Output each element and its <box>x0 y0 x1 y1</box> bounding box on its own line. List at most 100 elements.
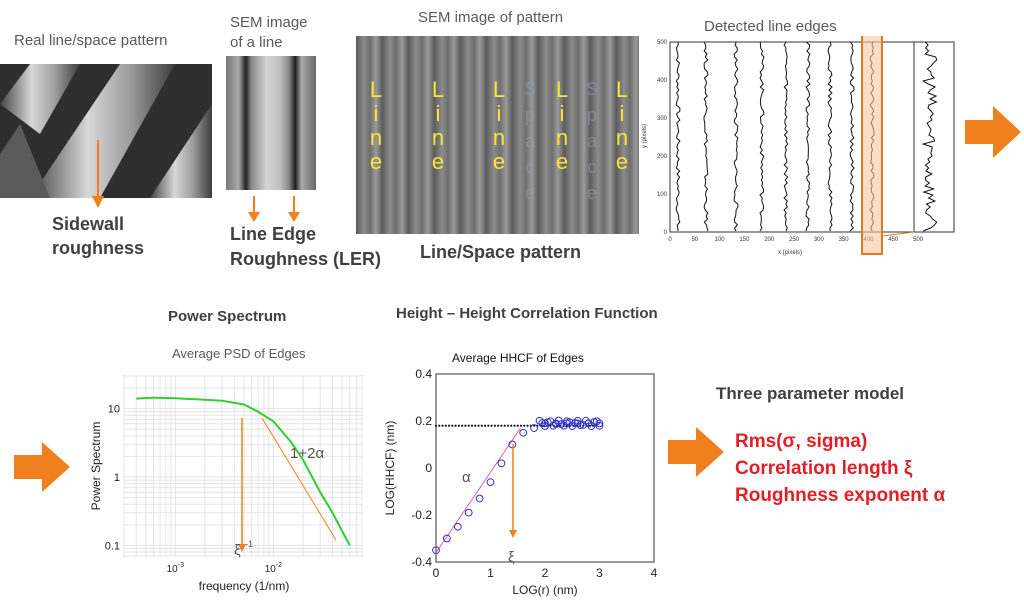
hhcf-plateau-dot <box>457 424 460 427</box>
psd-xi-sup: -1 <box>245 539 253 549</box>
hhcf-xtick: 4 <box>651 566 658 580</box>
edges-xtick: 100 <box>715 237 726 243</box>
hhcf-point <box>579 421 588 429</box>
hhcf-ytick: -0.4 <box>411 555 432 569</box>
sem-letter: L <box>369 77 383 102</box>
sem-space-letter: a <box>586 131 597 151</box>
hhcf-plateau-dot <box>510 424 513 427</box>
hhcf-plateau-dot <box>493 424 496 427</box>
model-item-rms: Rms(σ, sigma) <box>735 431 868 452</box>
psd-xtick: 10-3 <box>167 562 184 575</box>
hhcf-xtick: 3 <box>596 566 603 580</box>
hhcf-point <box>464 508 473 517</box>
sem-space-letter: c <box>525 157 535 177</box>
psd-ytick: 10 <box>108 404 120 416</box>
sem-letter: n <box>555 125 569 150</box>
sem-letter: n <box>431 125 445 150</box>
hhcf-plateau-dot <box>519 424 523 427</box>
sem-letter: e <box>431 149 445 174</box>
hhcf-plateau-dot <box>441 424 444 427</box>
line-space-label: Line/Space pattern <box>420 242 582 262</box>
edges-ytick: 400 <box>657 78 668 84</box>
sem-letter: i <box>619 101 625 126</box>
sem-space-letter: e <box>524 183 535 203</box>
hhcf-point <box>486 478 495 486</box>
hhcf-plateau-dot <box>487 424 490 427</box>
detected-edge-line <box>703 41 709 232</box>
hhcf-point <box>565 418 574 427</box>
detected-edge-line <box>733 41 739 232</box>
sem-letter: e <box>492 149 506 174</box>
edges-ytick: 100 <box>657 192 668 198</box>
edges-xtick: 50 <box>691 237 698 243</box>
sem-letter: e <box>369 149 383 174</box>
psd-slope-line <box>261 417 337 541</box>
hhcf-point <box>535 416 544 425</box>
detected-edge-line <box>675 41 681 232</box>
sem-line-image <box>226 56 316 190</box>
hhcf-ytick: 0.2 <box>415 414 432 428</box>
hhcf-plateau-dot <box>447 424 451 427</box>
edges-ytick: 500 <box>657 40 668 46</box>
edges-ylabel: y (pixels) <box>642 124 648 148</box>
hhcf-plateau-dot <box>513 424 516 427</box>
hhcf-point <box>432 546 440 555</box>
psd-series-line <box>136 396 351 546</box>
hhcf-title: Average HHCF of Edges <box>452 351 584 365</box>
hhcf-point <box>497 459 506 468</box>
hhcf-xi-label: ξ <box>508 549 515 566</box>
psd-title: Average PSD of Edges <box>172 346 306 361</box>
edges-xtick: 450 <box>888 237 899 243</box>
hhcf-point <box>587 422 596 431</box>
sem-letter: n <box>615 125 629 150</box>
hhcf-xtick: 2 <box>542 566 549 580</box>
sem-space-letter: p <box>524 105 535 125</box>
psd-header: Power Spectrum <box>168 308 287 325</box>
hhcf-plateau-dot <box>451 424 454 427</box>
hhcf-plateau-dot <box>523 424 526 427</box>
hhcf-plateau-dot <box>503 424 506 427</box>
hhcf-plateau-dot <box>438 424 441 427</box>
hhcf-plateau-dot <box>497 424 500 427</box>
model-items: Rms(σ, sigma) Correlation length ξ Rough… <box>735 428 945 509</box>
hhcf-alpha-label: α <box>462 469 471 486</box>
edges-xtick: 500 <box>913 237 924 243</box>
sem-letter: i <box>435 101 441 126</box>
hhcf-point <box>595 421 604 430</box>
real-pattern-image <box>0 64 212 198</box>
hhcf-ytick: -0.2 <box>411 508 432 522</box>
edges-xlabel: x (pixels) <box>778 250 802 256</box>
hhcf-point <box>519 428 528 437</box>
sem-pattern-caption: SEM image of pattern <box>418 9 564 26</box>
psd-ytick: 1 <box>114 472 120 484</box>
hhcf-plateau-dot <box>464 424 467 427</box>
hhcf-ytick: 0.4 <box>415 367 432 381</box>
hhcf-point <box>573 416 582 425</box>
psd-xlabel: frequency (1/nm) <box>199 579 290 593</box>
detected-edge-line <box>921 41 938 232</box>
detected-edge-line <box>805 41 811 232</box>
sem-space-letter: e <box>586 183 597 203</box>
hhcf-plateau-dot <box>461 424 464 427</box>
edges-xtick: 0 <box>668 237 672 243</box>
psd-slope-label: 1+2α <box>290 445 324 462</box>
hhcf-point <box>475 494 484 503</box>
hhcf-point <box>530 424 539 432</box>
hhcf-ylabel: LOG(HHCF) (nm) <box>383 421 397 516</box>
ler-arrows <box>248 196 300 222</box>
hhcf-point <box>592 417 601 426</box>
hhcf-plateau-dot <box>500 424 503 427</box>
edges-xtick: 250 <box>789 237 800 243</box>
model-item-roughness-exponent: Roughness exponent α <box>735 485 946 506</box>
arrow-right-left <box>14 442 70 492</box>
hhcf-plateau-dot <box>506 424 510 427</box>
sem-letter: e <box>555 149 569 174</box>
edges-xtick: 200 <box>764 237 775 243</box>
